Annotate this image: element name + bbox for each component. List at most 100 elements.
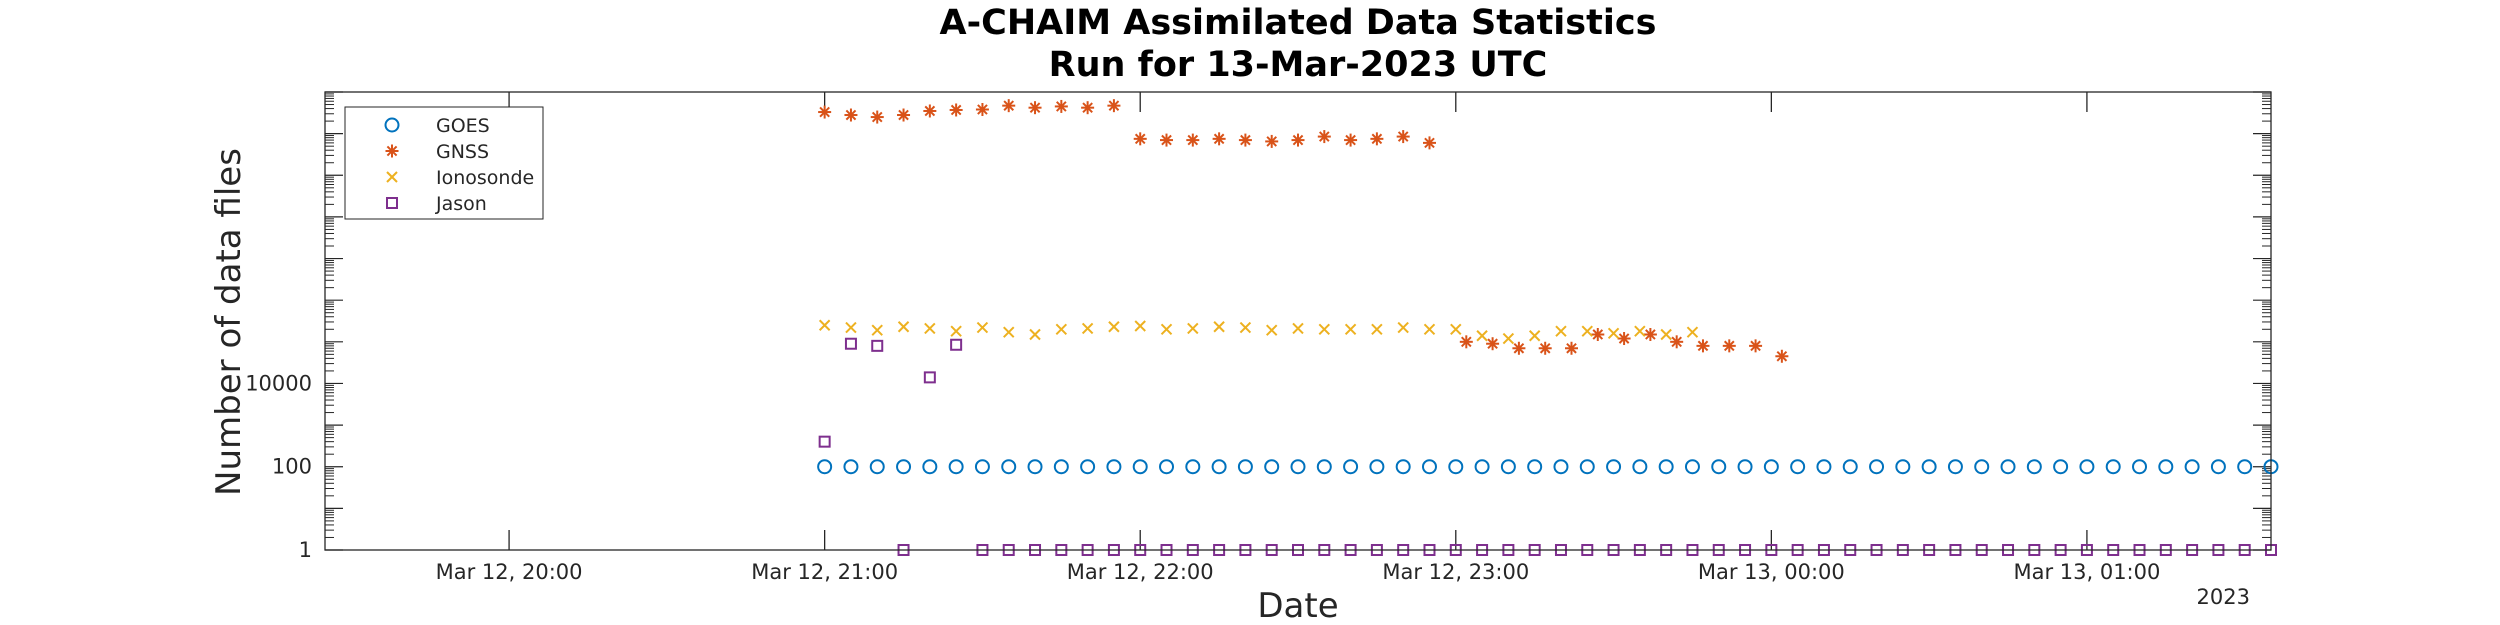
data-point (1133, 132, 1147, 146)
data-point (1658, 459, 1674, 475)
data-point (1264, 459, 1280, 475)
x-tick-label: Mar 12, 23:00 (1382, 560, 1529, 584)
y-tick-label: 10000 (245, 371, 312, 395)
marker-stroke (1423, 323, 1436, 335)
data-point (1459, 335, 1473, 349)
data-point (1696, 339, 1710, 353)
data-point (1606, 459, 1622, 475)
marker-stroke (1240, 134, 1251, 146)
data-point (1895, 459, 1911, 475)
data-point (1476, 330, 1488, 342)
data-point (1212, 132, 1226, 146)
series-jason (818, 337, 2277, 556)
marker-stroke (1134, 320, 1146, 332)
legend-box (344, 106, 544, 220)
data-point (897, 321, 910, 333)
data-point (976, 321, 989, 334)
marker-stroke (1161, 134, 1172, 146)
x-tick-labels: Mar 12, 20:00 Mar 12, 21:00 Mar 12, 22:00 M… (436, 560, 2161, 584)
data-point (1003, 326, 1015, 338)
legend-marker (386, 171, 398, 183)
data-point (1474, 459, 1490, 475)
marker-shape (923, 371, 936, 384)
data-point (1397, 321, 1409, 334)
x-tick-label: Mar 12, 22:00 (1067, 560, 1214, 584)
data-point (845, 321, 857, 334)
data-point (2105, 459, 2121, 475)
chart-subtitle: Run for 13-Mar-2023 UTC (1049, 45, 1548, 85)
data-point (974, 459, 990, 475)
y-axis-label: Number of data files (209, 148, 249, 496)
data-point (1423, 323, 1436, 335)
data-point (1187, 322, 1199, 335)
data-point (924, 322, 936, 335)
marker-stroke (1528, 330, 1541, 342)
data-point (1607, 327, 1620, 340)
marker-stroke (386, 171, 398, 183)
data-point (950, 325, 962, 337)
data-point (818, 435, 831, 448)
data-point (1081, 101, 1095, 115)
marker-stroke (1292, 322, 1304, 335)
data-point (1055, 323, 1068, 335)
data-point (1054, 99, 1068, 113)
data-point (1579, 459, 1595, 475)
marker-stroke (1460, 336, 1472, 348)
marker-stroke (1345, 134, 1356, 146)
marker-stroke (1029, 102, 1041, 113)
marker-stroke (976, 321, 989, 334)
data-point (1028, 101, 1042, 115)
marker-stroke (1607, 327, 1620, 340)
data-point (2053, 459, 2069, 475)
data-point (1344, 133, 1358, 147)
data-point (871, 324, 883, 336)
marker-stroke (924, 105, 936, 117)
data-point (950, 338, 963, 351)
marker-stroke (898, 109, 909, 121)
data-point (1421, 459, 1437, 475)
data-point (1643, 327, 1657, 341)
data-point (1185, 459, 1201, 475)
data-point (1239, 321, 1252, 334)
data-point (1763, 459, 1779, 475)
marker-stroke (1082, 102, 1093, 113)
marker-stroke (1292, 134, 1304, 146)
data-point (1528, 330, 1541, 342)
data-point (1581, 325, 1593, 337)
series-goes (817, 459, 2279, 475)
data-point (1869, 459, 1885, 475)
data-point (1974, 459, 1990, 475)
data-point (1317, 130, 1331, 144)
data-point (1684, 459, 1700, 475)
data-point (844, 337, 857, 350)
marker-stroke (1660, 328, 1672, 341)
marker-shape (844, 337, 857, 350)
marker-shape (386, 197, 398, 209)
data-point (1634, 325, 1646, 337)
marker-stroke (1318, 131, 1330, 142)
x-secondary-label: 2023 (2197, 585, 2250, 609)
data-point (2026, 459, 2042, 475)
marker-stroke (1003, 326, 1015, 338)
legend-marker (385, 144, 399, 158)
data-point (1371, 323, 1383, 335)
marker-stroke (1213, 133, 1225, 145)
data-point (1502, 332, 1515, 345)
marker-stroke (1539, 342, 1551, 354)
data-point (1211, 459, 1227, 475)
data-point (2237, 459, 2253, 475)
marker-stroke (1487, 338, 1498, 350)
marker-stroke (845, 109, 857, 121)
data-point (1486, 337, 1500, 351)
data-point (1080, 459, 1096, 475)
data-point (2079, 459, 2095, 475)
data-point (2158, 459, 2174, 475)
marker-stroke (1397, 321, 1409, 334)
data-point (1722, 339, 1736, 353)
marker-stroke (1108, 321, 1120, 333)
data-point (1842, 459, 1858, 475)
data-point (844, 108, 858, 122)
data-point (1555, 325, 1567, 337)
data-point (1107, 99, 1121, 113)
marker-stroke (1371, 323, 1383, 335)
